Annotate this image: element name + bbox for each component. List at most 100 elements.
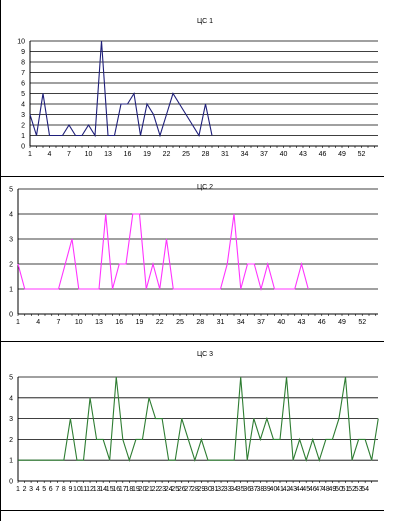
y-tick-label: 0 xyxy=(9,479,13,486)
y-tick-label: 0 xyxy=(21,144,25,151)
x-tick-label: 1 xyxy=(28,151,32,158)
y-tick-label: 9 xyxy=(21,49,25,56)
x-tick-label: 19 xyxy=(136,319,144,326)
x-tick-label: 20 xyxy=(139,486,147,493)
y-tick-label: 4 xyxy=(21,102,25,109)
x-tick-label: 3 xyxy=(29,486,33,493)
x-tick-label: 17 xyxy=(119,486,127,493)
x-tick-label: 14 xyxy=(99,486,107,493)
x-tick-label: 25 xyxy=(176,319,184,326)
x-tick-label: 48 xyxy=(322,486,330,493)
x-tick-label: 21 xyxy=(145,486,153,493)
x-tick-label: 40 xyxy=(270,486,278,493)
chart-3-title: ЦС 3 xyxy=(197,351,213,358)
x-tick-label: 13 xyxy=(95,319,103,326)
y-tick-label: 3 xyxy=(21,112,25,119)
x-tick-label: 4 xyxy=(36,319,40,326)
x-tick-label: 4 xyxy=(36,486,40,493)
x-tick-label: 6 xyxy=(49,486,53,493)
x-tick-label: 43 xyxy=(298,319,306,326)
x-tick-label: 37 xyxy=(260,151,268,158)
series-line xyxy=(17,213,309,292)
x-tick-label: 52 xyxy=(358,151,366,158)
y-tick-label: 10 xyxy=(17,39,25,46)
x-tick-label: 1 xyxy=(16,319,20,326)
x-tick-label: 26 xyxy=(178,486,186,493)
x-tick-label: 22 xyxy=(152,486,160,493)
x-tick-label: 13 xyxy=(93,486,101,493)
x-tick-label: 7 xyxy=(55,486,59,493)
x-tick-label: 46 xyxy=(318,319,326,326)
y-tick-label: 3 xyxy=(9,416,13,423)
x-tick-label: 16 xyxy=(124,151,132,158)
x-tick-label: 47 xyxy=(315,486,323,493)
x-tick-label: 49 xyxy=(338,151,346,158)
y-tick-label: 1 xyxy=(9,287,13,294)
x-tick-label: 40 xyxy=(280,151,288,158)
x-tick-label: 38 xyxy=(256,486,264,493)
x-tick-label: 43 xyxy=(289,486,297,493)
x-tick-label: 34 xyxy=(237,319,245,326)
y-tick-label: 3 xyxy=(9,237,13,244)
x-tick-label: 37 xyxy=(250,486,258,493)
x-tick-label: 25 xyxy=(171,486,179,493)
x-tick-label: 51 xyxy=(342,486,350,493)
x-tick-label: 23 xyxy=(158,486,166,493)
x-tick-label: 49 xyxy=(338,319,346,326)
x-tick-label: 8 xyxy=(62,486,66,493)
series-line xyxy=(18,376,379,463)
chart-1-title: ЦС 1 xyxy=(197,18,213,25)
x-tick-label: 44 xyxy=(296,486,304,493)
x-tick-label: 15 xyxy=(106,486,114,493)
x-tick-label: 11 xyxy=(80,486,87,493)
x-tick-label: 41 xyxy=(276,486,284,493)
x-tick-label: 54 xyxy=(361,486,369,493)
x-tick-label: 22 xyxy=(163,151,171,158)
x-tick-label: 27 xyxy=(184,486,192,493)
x-tick-label: 31 xyxy=(221,151,229,158)
x-tick-label: 35 xyxy=(237,486,245,493)
x-tick-label: 7 xyxy=(67,151,71,158)
y-tick-label: 1 xyxy=(9,458,13,465)
y-tick-label: 5 xyxy=(9,375,13,382)
y-tick-label: 2 xyxy=(21,123,25,130)
x-tick-label: 18 xyxy=(125,486,133,493)
y-tick-label: 7 xyxy=(21,70,25,77)
y-tick-label: 6 xyxy=(21,81,25,88)
x-tick-label: 28 xyxy=(202,151,210,158)
x-tick-label: 46 xyxy=(319,151,327,158)
x-tick-label: 22 xyxy=(156,319,164,326)
y-tick-label: 4 xyxy=(9,395,13,402)
x-tick-label: 30 xyxy=(204,486,212,493)
x-tick-label: 28 xyxy=(191,486,199,493)
x-tick-label: 34 xyxy=(230,486,238,493)
x-tick-label: 31 xyxy=(211,486,219,493)
series-line xyxy=(29,40,213,138)
x-tick-label: 37 xyxy=(257,319,265,326)
x-tick-label: 49 xyxy=(329,486,337,493)
x-tick-label: 5 xyxy=(42,486,46,493)
x-tick-label: 32 xyxy=(217,486,225,493)
x-tick-label: 10 xyxy=(85,151,93,158)
x-tick-label: 33 xyxy=(224,486,232,493)
x-tick-label: 19 xyxy=(132,486,140,493)
x-tick-label: 29 xyxy=(198,486,206,493)
x-tick-label: 19 xyxy=(143,151,151,158)
y-tick-label: 4 xyxy=(9,212,13,219)
x-tick-label: 42 xyxy=(283,486,291,493)
x-tick-label: 2 xyxy=(23,486,27,493)
x-tick-label: 46 xyxy=(309,486,317,493)
x-tick-label: 10 xyxy=(75,319,83,326)
y-tick-label: 2 xyxy=(9,262,13,269)
x-tick-label: 50 xyxy=(335,486,343,493)
x-tick-label: 7 xyxy=(57,319,61,326)
x-tick-label: 10 xyxy=(73,486,81,493)
panel-frames xyxy=(0,0,384,521)
x-tick-label: 24 xyxy=(165,486,173,493)
x-tick-label: 36 xyxy=(243,486,251,493)
x-tick-label: 1 xyxy=(16,486,20,493)
x-tick-label: 9 xyxy=(68,486,72,493)
x-tick-label: 12 xyxy=(86,486,94,493)
